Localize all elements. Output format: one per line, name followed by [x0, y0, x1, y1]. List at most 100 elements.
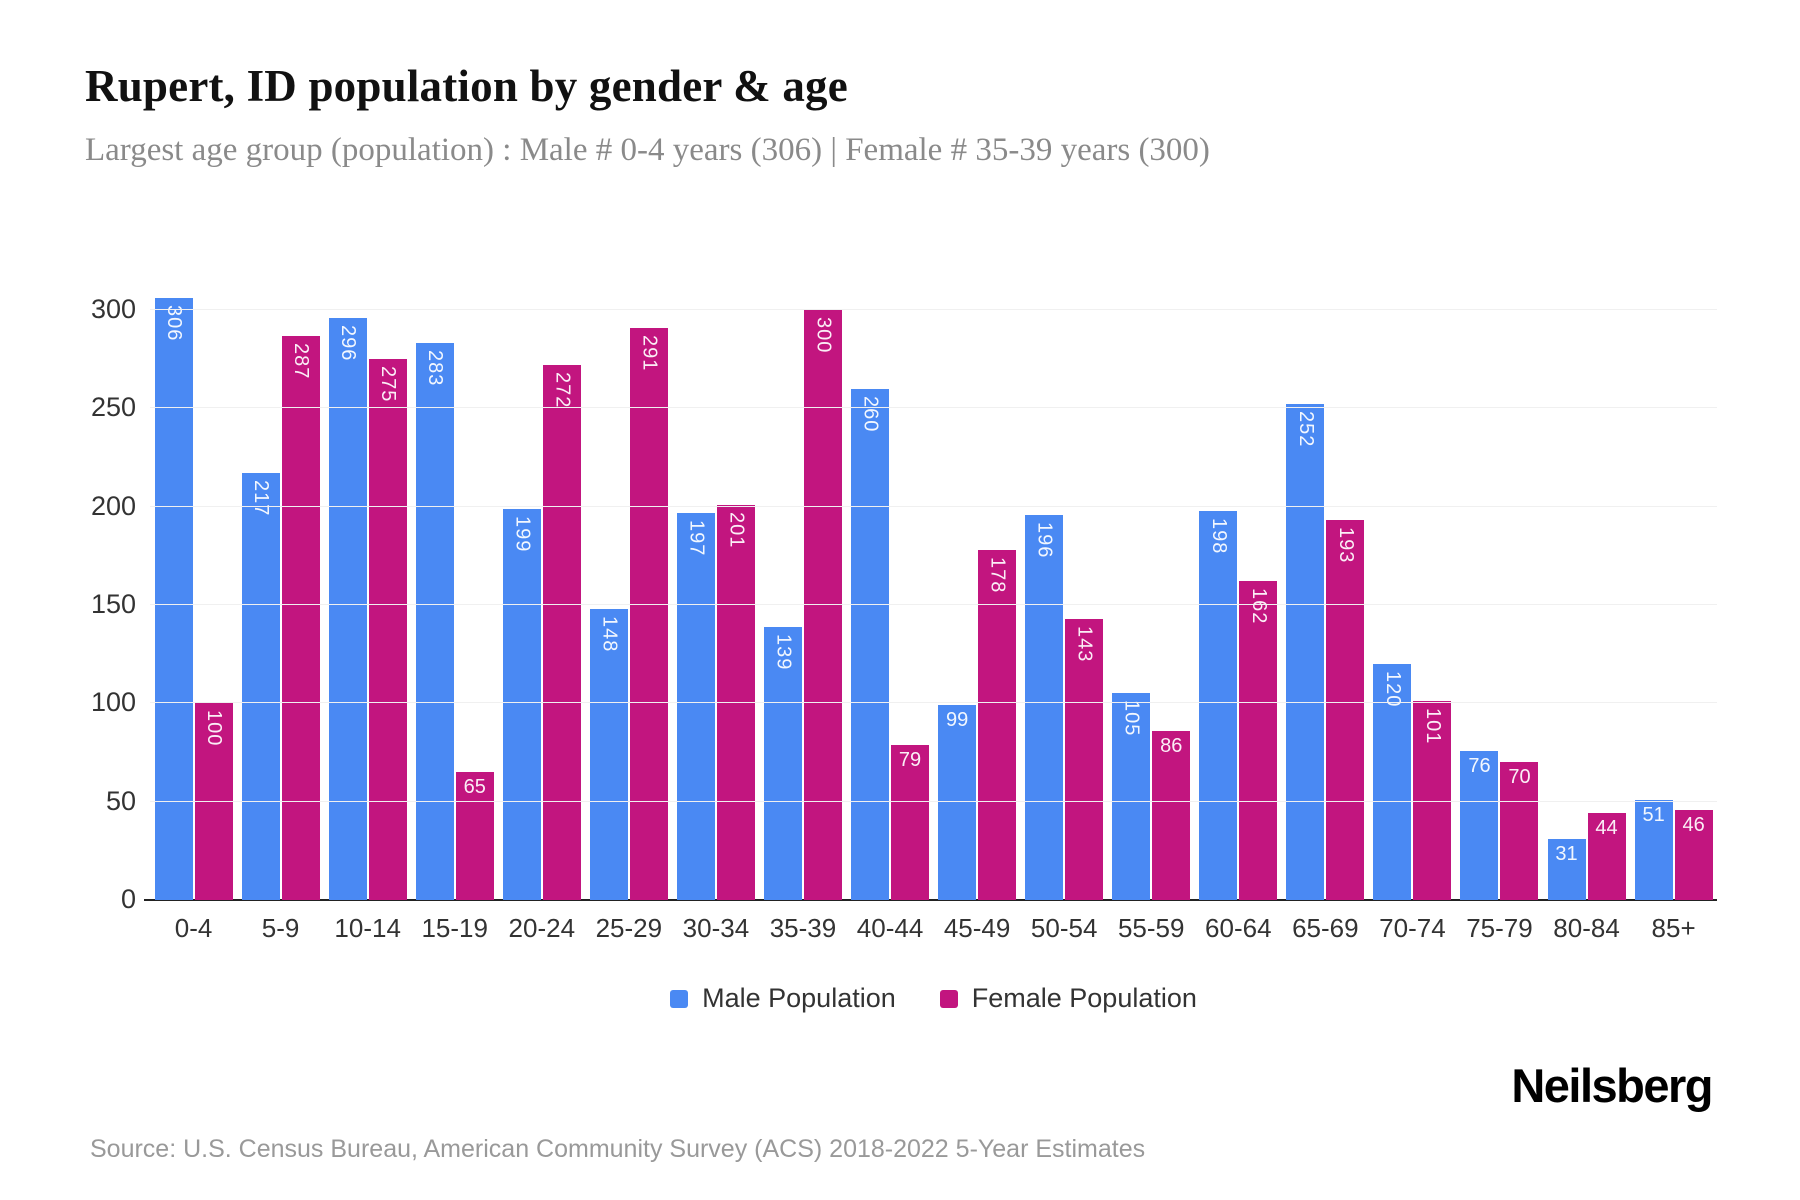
- x-axis-tick-5-9: 5-9: [261, 913, 300, 943]
- age-group-55-59: 105 86 55-59: [1108, 245, 1195, 943]
- bar-male-15-19[interactable]: 283: [415, 343, 454, 900]
- bar-female-85+[interactable]: 46: [1674, 810, 1713, 900]
- bar-male-55-59[interactable]: 105: [1112, 693, 1151, 900]
- bar-male-50-54[interactable]: 196: [1025, 515, 1064, 900]
- age-group-5-9: 217 287 5-9: [237, 245, 324, 943]
- bar-value-label: 31: [1555, 843, 1578, 865]
- age-group-75-79: 76 70 75-79: [1456, 245, 1543, 943]
- bar-female-5-9[interactable]: 287: [281, 336, 320, 900]
- bar-male-75-79[interactable]: 76: [1460, 751, 1499, 900]
- legend-item-male[interactable]: Male Population: [670, 983, 896, 1014]
- bar-male-45-49[interactable]: 99: [938, 705, 977, 900]
- bar-female-20-24[interactable]: 272: [542, 365, 581, 900]
- bar-value-label: 197: [685, 520, 708, 557]
- legend-female-label: Female Population: [971, 983, 1197, 1013]
- gridline-y-250: [150, 407, 1717, 409]
- legend-female-swatch-icon: [939, 989, 958, 1008]
- bar-value-label: 162: [1247, 588, 1270, 625]
- bar-male-0-4[interactable]: 306: [154, 298, 193, 900]
- bar-value-label: 196: [1033, 522, 1056, 559]
- age-group-70-74: 120 101 70-74: [1369, 245, 1456, 943]
- bar-female-25-29[interactable]: 291: [629, 328, 668, 900]
- bar-male-40-44[interactable]: 260: [851, 389, 890, 900]
- bar-male-85+[interactable]: 51: [1634, 800, 1673, 900]
- bar-value-label: 148: [598, 616, 621, 653]
- bar-value-label: 46: [1682, 814, 1705, 836]
- y-axis-tick-300: 300: [90, 294, 136, 324]
- bar-female-60-64[interactable]: 162: [1239, 581, 1278, 900]
- age-group-35-39: 139 300 35-39: [759, 245, 846, 943]
- x-axis-tick-10-14: 10-14: [334, 913, 401, 943]
- bar-male-10-14[interactable]: 296: [328, 318, 367, 900]
- bar-female-70-74[interactable]: 101: [1413, 701, 1452, 900]
- bar-female-50-54[interactable]: 143: [1065, 619, 1104, 900]
- x-axis-line: [144, 899, 1717, 901]
- bar-value-label: 139: [772, 634, 795, 671]
- age-group-50-54: 196 143 50-54: [1021, 245, 1108, 943]
- bar-value-label: 105: [1120, 700, 1143, 737]
- x-axis-tick-85+: 85+: [1651, 913, 1696, 943]
- plot-area: 306 100 0-4 217 287 5-9 296 275 10-14 283 65 15-19 1…: [91, 245, 1717, 943]
- bar-value-label: 70: [1508, 766, 1531, 788]
- bar-value-label: 252: [1294, 411, 1317, 448]
- bar-male-35-39[interactable]: 139: [763, 627, 802, 900]
- bar-value-label: 199: [511, 516, 534, 553]
- bar-female-65-69[interactable]: 193: [1326, 520, 1365, 900]
- x-axis-tick-45-49: 45-49: [943, 913, 1011, 943]
- bar-female-40-44[interactable]: 79: [891, 745, 930, 900]
- age-group-25-29: 148 291 25-29: [585, 245, 672, 943]
- bar-value-label: 217: [250, 480, 273, 517]
- y-axis-tick-50: 50: [105, 785, 136, 816]
- age-group-80-84: 31 44 80-84: [1543, 245, 1630, 943]
- bar-value-label: 100: [203, 710, 226, 747]
- age-group-65-69: 252 193 65-69: [1282, 245, 1369, 943]
- bar-value-label: 275: [377, 366, 400, 403]
- bar-value-label: 296: [337, 325, 360, 362]
- age-group-45-49: 99 178 45-49: [934, 245, 1021, 943]
- bar-male-25-29[interactable]: 148: [589, 609, 628, 900]
- x-axis-tick-50-54: 50-54: [1030, 913, 1098, 943]
- bar-female-15-19[interactable]: 65: [455, 772, 494, 900]
- bar-value-label: 178: [986, 557, 1009, 594]
- bar-male-65-69[interactable]: 252: [1286, 404, 1325, 900]
- y-axis-tick-250: 250: [90, 392, 136, 423]
- x-axis-tick-0-4: 0-4: [174, 913, 213, 943]
- bar-female-80-84[interactable]: 44: [1587, 813, 1626, 900]
- x-axis-tick-65-69: 65-69: [1292, 913, 1359, 943]
- bar-male-70-74[interactable]: 120: [1373, 664, 1412, 900]
- x-axis-tick-25-29: 25-29: [595, 913, 663, 943]
- legend-item-female[interactable]: Female Population: [939, 983, 1197, 1014]
- bar-male-20-24[interactable]: 199: [502, 509, 541, 900]
- bar-value-label: 44: [1595, 817, 1618, 839]
- bar-male-30-34[interactable]: 197: [676, 513, 715, 900]
- age-group-10-14: 296 275 10-14: [324, 245, 411, 943]
- bar-male-80-84[interactable]: 31: [1547, 839, 1586, 900]
- gridline-y-300: [150, 309, 1717, 310]
- bar-value-label: 99: [945, 709, 969, 731]
- bar-value-label: 101: [1421, 708, 1444, 745]
- legend: Male Population Female Population: [150, 983, 1717, 1014]
- x-axis-tick-40-44: 40-44: [856, 913, 924, 943]
- bar-male-60-64[interactable]: 198: [1199, 511, 1238, 900]
- bar-female-75-79[interactable]: 70: [1500, 762, 1539, 900]
- bar-female-10-14[interactable]: 275: [368, 359, 407, 900]
- age-group-20-24: 199 272 20-24: [498, 245, 585, 943]
- x-axis-tick-60-64: 60-64: [1205, 913, 1272, 943]
- bar-value-label: 283: [424, 350, 447, 387]
- y-axis-tick-150: 150: [90, 589, 136, 619]
- x-axis-tick-70-74: 70-74: [1379, 913, 1446, 943]
- age-group-30-34: 197 201 30-34: [672, 245, 759, 943]
- brand-logo: Neilsberg: [1511, 1059, 1713, 1112]
- bar-female-45-49[interactable]: 178: [978, 550, 1017, 900]
- age-group-60-64: 198 162 60-64: [1195, 245, 1282, 943]
- bar-female-55-59[interactable]: 86: [1152, 731, 1191, 900]
- bar-value-label: 198: [1207, 518, 1230, 555]
- bar-value-label: 193: [1334, 527, 1357, 564]
- y-axis-tick-0: 0: [120, 884, 136, 914]
- bar-value-label: 306: [163, 305, 186, 342]
- x-axis-tick-35-39: 35-39: [769, 913, 837, 943]
- bar-female-35-39[interactable]: 300: [803, 310, 842, 900]
- gridline-y-50: [150, 800, 1717, 802]
- bar-male-5-9[interactable]: 217: [241, 473, 280, 900]
